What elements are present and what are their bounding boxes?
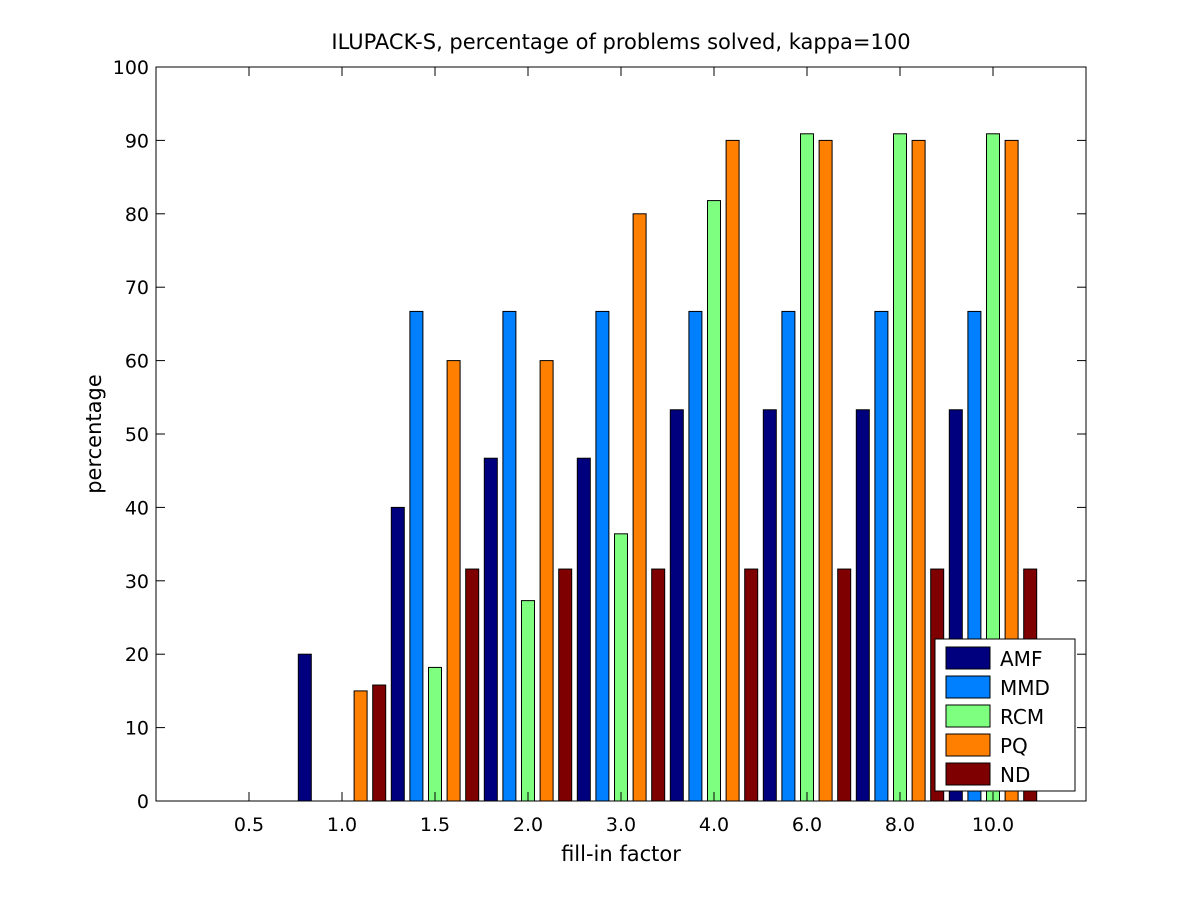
bar-amf-1.0 [297, 653, 312, 802]
legend-label-nd: ND [1000, 763, 1030, 787]
bar-amf-1.5 [390, 506, 405, 802]
bar-mmd-4.0 [688, 310, 703, 802]
x-axis: 0.5 1.0 1.5 2.0 3.0 4.0 6.0 8.0 10.0 [234, 67, 1014, 836]
x-tick-label: 10.0 [972, 814, 1014, 836]
bar-amf-6.0 [762, 409, 777, 802]
bar-rcm-3.0 [614, 533, 628, 802]
legend-swatch-rcm [945, 704, 991, 728]
bar-nd-6.0 [837, 568, 852, 802]
bar-amf-2.0 [483, 457, 498, 802]
x-tick-label: 1.0 [327, 814, 357, 836]
legend-swatch-nd [945, 762, 991, 786]
bar-pq-1.5 [446, 360, 461, 802]
legend-label-rcm: RCM [1000, 705, 1044, 729]
bar-rcm-1.5 [428, 666, 442, 802]
x-tick-label: 2.0 [513, 814, 543, 836]
x-tick-label: 1.5 [420, 814, 450, 836]
bar-nd-3.0 [651, 568, 666, 802]
chart-title: ILUPACK-S, percentage of problems solved… [331, 30, 910, 54]
y-axis: 0 10 20 30 40 50 60 70 80 90 100 [113, 57, 1086, 813]
y-tick-label: 80 [125, 204, 149, 226]
bar-pq-3.0 [632, 213, 647, 802]
bar-mmd-8.0 [874, 310, 889, 802]
x-tick-label: 0.5 [234, 814, 264, 836]
legend: AMF MMD RCM PQ ND [934, 638, 1076, 792]
y-tick-label: 60 [125, 351, 149, 373]
bar-pq-10.0 [1004, 139, 1019, 802]
y-tick-label: 90 [125, 130, 149, 152]
bars-group [297, 133, 1038, 802]
legend-label-amf: AMF [1000, 647, 1042, 671]
bar-mmd-2.0 [502, 310, 517, 802]
y-tick-label: 20 [125, 644, 149, 666]
bar-pq-2.0 [539, 360, 554, 802]
bar-pq-6.0 [818, 139, 833, 802]
bar-rcm-2.0 [521, 600, 535, 802]
bar-pq-1.0 [353, 690, 368, 802]
x-tick-label: 4.0 [699, 814, 729, 836]
bar-mmd-3.0 [595, 310, 610, 802]
y-tick-label: 0 [137, 791, 149, 813]
y-tick-label: 10 [125, 718, 149, 740]
legend-label-mmd: MMD [1000, 676, 1050, 700]
bar-amf-4.0 [669, 409, 684, 802]
bar-nd-1.5 [465, 568, 480, 802]
bar-nd-4.0 [744, 568, 759, 802]
x-tick-label: 8.0 [885, 814, 915, 836]
legend-swatch-amf [945, 646, 991, 670]
bar-pq-8.0 [911, 139, 926, 802]
x-axis-label: fill-in factor [561, 842, 681, 866]
y-tick-label: 30 [125, 571, 149, 593]
bar-nd-1.0 [372, 684, 387, 802]
y-tick-label: 70 [125, 277, 149, 299]
bar-rcm-4.0 [707, 200, 721, 802]
legend-label-pq: PQ [1000, 734, 1028, 758]
bar-rcm-6.0 [800, 133, 814, 802]
y-axis-label: percentage [82, 374, 106, 494]
bar-amf-8.0 [855, 409, 870, 802]
x-tick-label: 6.0 [792, 814, 822, 836]
bar-rcm-8.0 [893, 133, 907, 802]
x-tick-label: 3.0 [606, 814, 636, 836]
bar-nd-2.0 [558, 568, 573, 802]
y-tick-label: 50 [125, 424, 149, 446]
bar-pq-4.0 [725, 139, 740, 802]
y-tick-label: 100 [113, 57, 149, 79]
legend-swatch-mmd [945, 675, 991, 699]
bar-amf-3.0 [576, 457, 591, 802]
bar-mmd-1.5 [409, 310, 424, 802]
y-tick-label: 40 [125, 497, 149, 519]
bar-mmd-6.0 [781, 310, 796, 802]
legend-swatch-pq [945, 733, 991, 757]
